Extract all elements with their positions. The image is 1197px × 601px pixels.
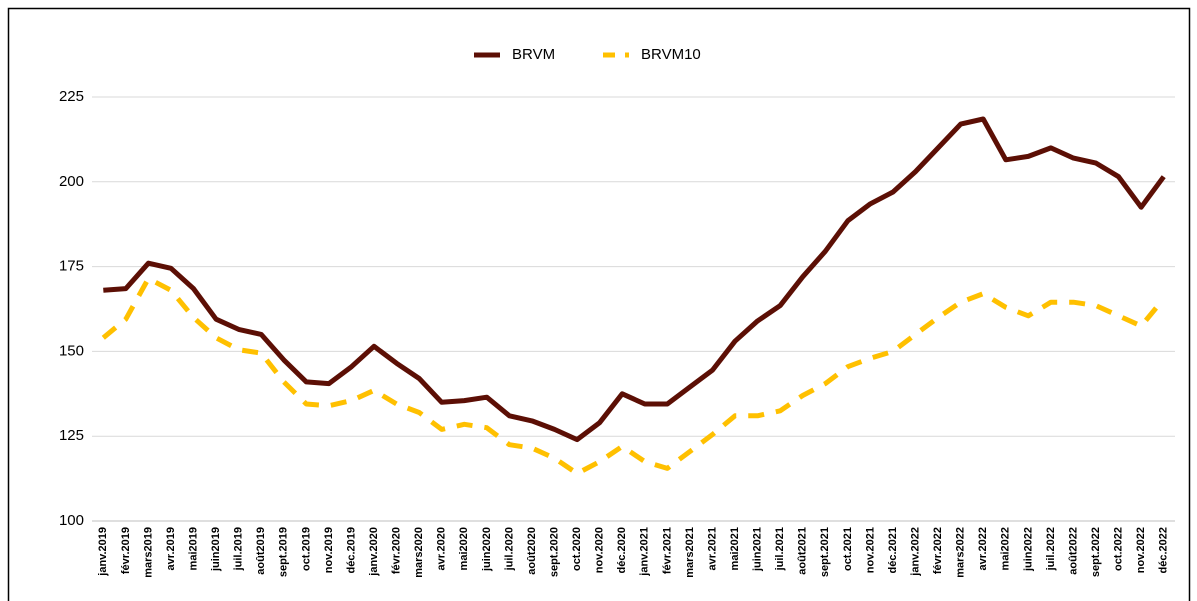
- x-tick-label: juin2020: [481, 527, 493, 572]
- x-tick-label: mars2020: [413, 527, 425, 578]
- y-tick-label: 200: [59, 173, 84, 190]
- x-tick-label: nov.2019: [323, 527, 335, 573]
- x-tick-label: avr.2021: [706, 527, 718, 570]
- x-tick-label: oct.2021: [842, 527, 854, 571]
- x-tick-label: janv.2021: [639, 527, 651, 577]
- x-tick-label: oct.2022: [1113, 527, 1125, 571]
- y-tick-label: 175: [59, 258, 84, 275]
- x-tick-label: juin2022: [1022, 527, 1034, 572]
- x-tick-label: nov.2020: [594, 527, 606, 573]
- x-tick-label: déc.2021: [887, 527, 899, 573]
- x-tick-label: janv.2022: [909, 527, 921, 577]
- x-tick-label: mars2019: [142, 527, 154, 578]
- legend-label: BRVM10: [641, 46, 701, 63]
- x-tick-label: déc.2020: [616, 527, 628, 573]
- x-tick-label: janv.2019: [97, 527, 109, 577]
- x-tick-label: juil.2019: [233, 527, 245, 571]
- x-tick-label: mars2022: [955, 527, 967, 578]
- x-tick-label: févr.2020: [391, 527, 403, 574]
- y-tick-label: 125: [59, 427, 84, 444]
- x-tick-label: août2019: [255, 527, 267, 575]
- x-tick-label: déc.2022: [1158, 527, 1170, 573]
- x-tick-label: mai2020: [458, 527, 470, 570]
- x-tick-label: févr.2022: [932, 527, 944, 574]
- x-tick-label: févr.2021: [661, 527, 673, 574]
- x-tick-label: mai2019: [187, 527, 199, 570]
- y-tick-label: 100: [59, 512, 84, 529]
- x-tick-label: déc.2019: [345, 527, 357, 573]
- x-tick-label: juil.2021: [774, 527, 786, 571]
- x-tick-label: nov.2021: [864, 527, 876, 573]
- x-tick-label: avr.2019: [165, 527, 177, 570]
- x-tick-label: nov.2022: [1135, 527, 1147, 573]
- series-line: [101, 276, 1166, 476]
- x-tick-label: août2022: [1067, 527, 1079, 575]
- y-tick-label: 225: [59, 88, 84, 105]
- legend-label: BRVM: [512, 46, 555, 63]
- x-tick-label: sept.2019: [278, 527, 290, 577]
- x-tick-label: oct.2020: [571, 527, 583, 571]
- x-tick-label: avr.2020: [436, 527, 448, 570]
- x-tick-label: juil.2020: [503, 527, 515, 571]
- x-tick-label: avr.2022: [977, 527, 989, 570]
- x-tick-label: sept.2020: [548, 527, 560, 577]
- x-tick-label: juil.2022: [1045, 527, 1057, 571]
- x-tick-label: août2020: [526, 527, 538, 575]
- x-tick-label: août2021: [797, 527, 809, 575]
- x-tick-label: févr.2019: [120, 527, 132, 574]
- x-tick-label: sept.2022: [1090, 527, 1102, 577]
- x-tick-label: sept.2021: [819, 527, 831, 577]
- x-tick-label: oct.2019: [300, 527, 312, 571]
- x-tick-label: mars2021: [684, 527, 696, 578]
- x-tick-label: juin2019: [210, 527, 222, 572]
- x-tick-label: juin2021: [752, 527, 764, 572]
- y-tick-label: 150: [59, 342, 84, 359]
- x-tick-label: mai2022: [1000, 527, 1012, 570]
- x-tick-label: janv.2020: [368, 527, 380, 577]
- series-line: [103, 116, 1166, 443]
- x-tick-label: mai2021: [729, 527, 741, 570]
- chart-frame: [7, 7, 1191, 601]
